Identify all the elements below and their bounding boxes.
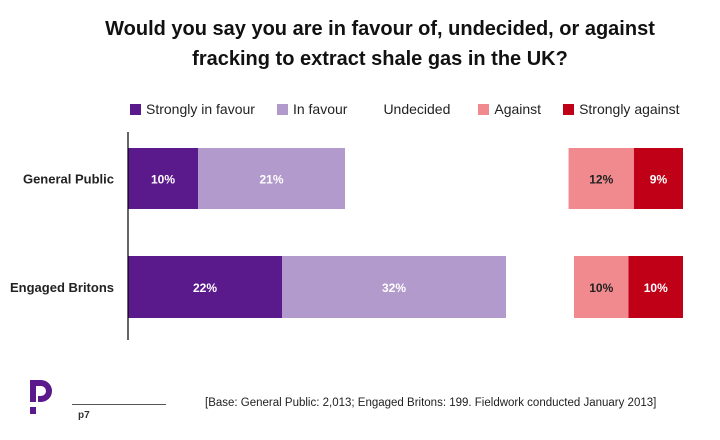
chart-title: Would you say you are in favour of, unde… <box>60 14 700 74</box>
category-label: Engaged Britons <box>10 280 114 295</box>
bar-strongly-against <box>628 256 683 318</box>
legend-item-undecided: Undecided <box>383 101 450 117</box>
data-label: 10% <box>589 281 613 295</box>
page-number: p7 <box>78 410 90 421</box>
data-label: 10% <box>151 173 175 187</box>
bar-against <box>568 148 634 209</box>
data-label: 10% <box>644 281 668 295</box>
bar-against <box>574 256 629 318</box>
legend-label: Strongly in favour <box>146 101 255 117</box>
populus-p-logo-icon <box>30 380 52 414</box>
legend-label: Strongly against <box>579 101 680 117</box>
bar-strongly-in-favour <box>128 148 198 209</box>
legend: Strongly in favour In favour Undecided A… <box>130 100 701 118</box>
legend-label: Against <box>494 101 542 117</box>
legend-label: Undecided <box>383 101 451 117</box>
legend-swatch <box>276 103 288 115</box>
data-label: 22% <box>193 281 217 295</box>
data-label: 32% <box>382 281 406 295</box>
bar-in-favour <box>282 256 506 318</box>
legend-swatch <box>130 103 141 115</box>
legend-item-against: Against <box>478 101 541 117</box>
bar-in-favour <box>198 148 345 209</box>
data-label: 9% <box>650 173 668 187</box>
data-label: 21% <box>259 173 283 187</box>
title-line-1: Would you say you are in favour of, unde… <box>105 18 655 40</box>
legend-item-strongly-in-favour: Strongly in favour <box>130 101 255 117</box>
bar-strongly-in-favour <box>128 256 282 318</box>
legend-swatch <box>563 103 575 115</box>
category-label: General Public <box>23 172 114 187</box>
legend-swatch <box>478 103 490 115</box>
title-line-2: fracking to extract shale gas in the UK? <box>192 48 568 70</box>
legend-item-strongly-against: Strongly against <box>563 101 679 117</box>
footer-divider <box>72 404 166 405</box>
legend-label: In favour <box>292 101 348 117</box>
data-label: 12% <box>589 173 613 187</box>
bar-strongly-against <box>633 148 683 209</box>
base-note: [Base: General Public: 2,013; Engaged Br… <box>205 397 657 409</box>
legend-item-in-favour: In favour <box>276 101 348 117</box>
